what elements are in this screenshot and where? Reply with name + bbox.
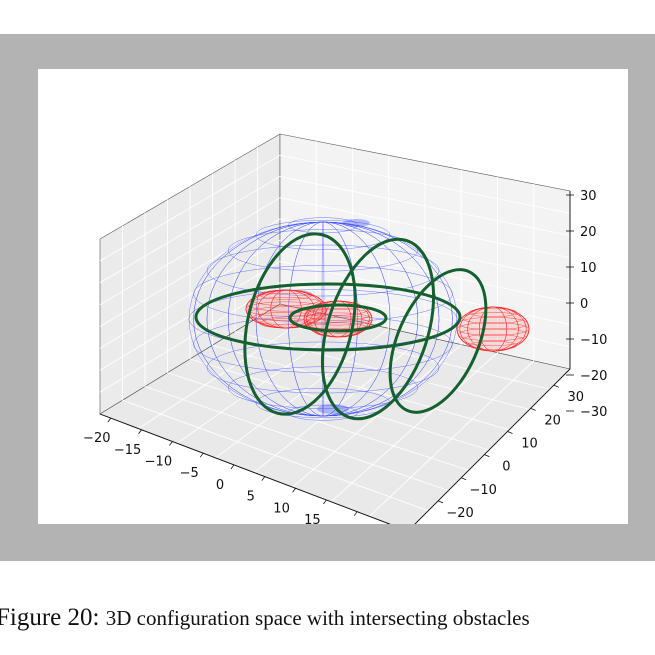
obstacle-ellipsoid xyxy=(456,306,530,352)
x-tick-label: −20 xyxy=(83,431,110,446)
y-tick-label: −10 xyxy=(470,483,497,498)
grid-line xyxy=(279,239,571,303)
x-tick-mark xyxy=(261,476,266,481)
x-tick-label: 15 xyxy=(304,513,321,524)
x-tick-label: 0 xyxy=(216,478,224,493)
grid-line xyxy=(279,282,571,348)
y-tick-mark xyxy=(507,431,513,434)
y-tick-mark xyxy=(553,384,559,388)
figure-caption: Figure 20: 3D configuration space with i… xyxy=(0,604,655,644)
caption-label: Figure 20: xyxy=(0,604,100,631)
x-tick-label: 5 xyxy=(247,490,255,505)
grid-line xyxy=(330,352,498,503)
path-circle-inner xyxy=(288,303,388,333)
x-axis-line xyxy=(99,413,391,524)
x-tick-labels: −20−15−10−50510152025 xyxy=(83,417,389,524)
x-tick-mark xyxy=(387,523,389,524)
z-tick-labels: 30 20 10 0 −10 −20 −30 xyxy=(566,189,607,420)
obstacle-wire xyxy=(456,322,530,336)
y-axis-line xyxy=(414,368,571,524)
path-circles xyxy=(194,232,488,421)
z-tick-label: −30 xyxy=(580,405,607,420)
z-tick-label: 0 xyxy=(580,297,588,312)
x-tick-label: 10 xyxy=(273,501,290,516)
z-tick-label: 30 xyxy=(580,189,597,204)
sphere-pole-top xyxy=(342,219,370,227)
obstacle-wire xyxy=(457,328,529,341)
x-tick-mark xyxy=(323,499,327,505)
obstacle-wire xyxy=(315,328,361,337)
sphere-meridian xyxy=(193,221,453,417)
grid-line xyxy=(234,331,530,410)
grid-line xyxy=(279,261,571,325)
path-circle xyxy=(320,237,436,421)
z-tick-label: 10 xyxy=(580,261,597,276)
x-tick-label: −5 xyxy=(180,466,199,481)
obstacle-wire xyxy=(247,306,325,321)
obstacle-wire xyxy=(303,312,373,326)
x-tick-label: −10 xyxy=(145,454,172,469)
x-tick-mark xyxy=(138,429,142,435)
x-tick-mark xyxy=(353,511,358,516)
grid-line xyxy=(257,317,550,390)
caption-text: 3D configuration space with intersecting… xyxy=(105,606,530,630)
grid-line xyxy=(99,239,281,349)
obstacle-wire xyxy=(461,334,525,346)
obstacle-wire xyxy=(304,317,372,330)
x-tick-mark xyxy=(107,417,112,423)
path-circle xyxy=(388,268,488,414)
path-circle xyxy=(243,232,357,416)
y-tick-mark xyxy=(530,407,536,411)
x-tick-mark xyxy=(199,452,204,458)
grid-line xyxy=(292,344,462,488)
path-circle-equator xyxy=(194,282,462,352)
y-tick-mark xyxy=(437,500,444,504)
grid-line xyxy=(369,360,535,517)
x-tick-label: −15 xyxy=(114,443,141,458)
y-tick-label: 0 xyxy=(502,460,510,475)
y-tick-label: 30 xyxy=(568,390,585,405)
configuration-ellipsoid xyxy=(188,217,458,421)
x-tick-mark xyxy=(230,464,235,470)
obstacle-wire xyxy=(259,318,313,329)
z-tick-label: −20 xyxy=(580,369,607,384)
grid-line xyxy=(99,261,281,371)
y-tick-label: 10 xyxy=(521,436,538,451)
obstacle-wire xyxy=(478,306,508,352)
z-tick-label: 20 xyxy=(580,225,597,240)
obstacle-wire xyxy=(324,300,352,338)
x-tick-mark xyxy=(169,441,173,446)
z-tick-label: −10 xyxy=(580,333,607,348)
x-tick-mark xyxy=(292,488,296,493)
y-tick-mark xyxy=(484,454,490,457)
y-tick-label: 20 xyxy=(544,413,561,428)
obstacle-wire xyxy=(468,341,518,350)
y-tick-mark xyxy=(461,477,467,481)
y-tick-label: −20 xyxy=(446,506,473,521)
